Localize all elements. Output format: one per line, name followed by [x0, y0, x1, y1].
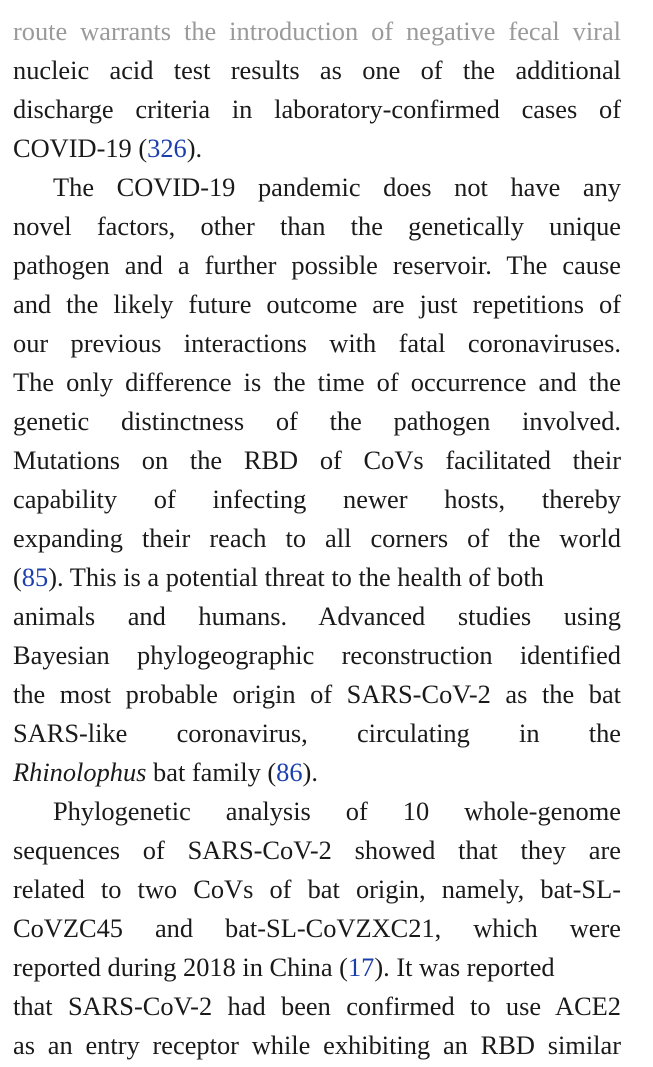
text-fragment: bat family (: [146, 757, 277, 787]
text-line: SARS-like coronavirus, circulating in th…: [13, 718, 621, 748]
text-line: the most probable origin of SARS-CoV-2 a…: [13, 679, 621, 709]
reference-link-85[interactable]: 85: [21, 562, 49, 592]
text-line: and the likely future outcome are just r…: [13, 289, 621, 319]
text-line: that SARS-CoV-2 had been confirmed to us…: [13, 991, 621, 1021]
text-line: sequences of SARS-CoV-2 showed that they…: [13, 835, 621, 865]
text-fragment: reported during 2018 in China (: [13, 952, 348, 982]
reference-link-17[interactable]: 17: [347, 952, 375, 982]
paragraph-3: Phylogenetic analysis of 10 whole-genome…: [13, 792, 621, 1065]
text-line: COVID-19 (326).: [13, 129, 621, 168]
text-line: our previous interactions with fatal cor…: [13, 328, 621, 358]
text-line: animals and humans. Advanced studies usi…: [13, 601, 621, 631]
paragraph-1: route warrants the introduction of negat…: [13, 12, 621, 168]
text-fragment: ).: [302, 757, 318, 787]
text-line: (85). This is a potential threat to the …: [13, 558, 621, 597]
text-fragment: ). This is a potential threat to the hea…: [48, 562, 544, 592]
text-line: route warrants the introduction of negat…: [13, 16, 621, 46]
text-line: reported during 2018 in China (17). It w…: [13, 948, 621, 987]
text-fragment: ). It was reported: [374, 952, 555, 982]
text-line: expanding their reach to all corners of …: [13, 523, 621, 553]
text-line: nucleic acid test results as one of the …: [13, 55, 621, 85]
text-line: pathogen and a further possible reservoi…: [13, 250, 621, 280]
article-body: route warrants the introduction of negat…: [13, 12, 621, 1065]
text-line: as an entry receptor while exhibiting an…: [13, 1030, 621, 1060]
text-fragment: (: [13, 562, 22, 592]
reference-link-86[interactable]: 86: [276, 757, 303, 787]
reference-link-326[interactable]: 326: [147, 133, 187, 163]
text-line: Bayesian phylogeographic reconstruction …: [13, 640, 621, 670]
text-fragment: ).: [186, 133, 203, 163]
text-line: The COVID-19 pandemic does not have any: [53, 172, 621, 202]
text-line: novel factors, other than the geneticall…: [13, 211, 621, 241]
text-line: capability of infecting newer hosts, the…: [13, 484, 621, 514]
text-line: discharge criteria in laboratory-confirm…: [13, 94, 621, 124]
text-line: Mutations on the RBD of CoVs facilitated…: [13, 445, 621, 475]
text-line: related to two CoVs of bat origin, namel…: [13, 874, 621, 904]
text-fragment: COVID-19 (: [13, 133, 148, 163]
text-line: CoVZC45 and bat-SL-CoVZXC21, which were: [13, 913, 621, 943]
text-line: Phylogenetic analysis of 10 whole-genome: [53, 796, 621, 826]
text-line: The only difference is the time of occur…: [13, 367, 621, 397]
text-line: Rhinolophus bat family (86).: [13, 753, 621, 792]
genus-name: Rhinolophus: [13, 757, 147, 787]
paragraph-2: The COVID-19 pandemic does not have any …: [13, 168, 621, 792]
text-line: genetic distinctness of the pathogen inv…: [13, 406, 621, 436]
